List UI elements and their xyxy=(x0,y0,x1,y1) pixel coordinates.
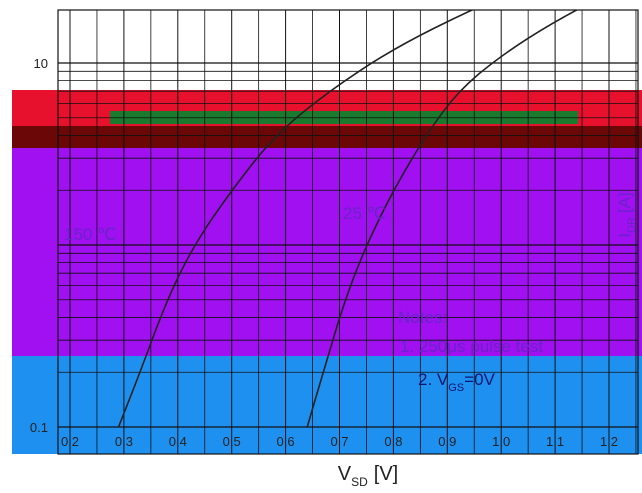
x-tick-label: 0.7 xyxy=(330,434,348,449)
y-axis-label: IDR [A] xyxy=(615,192,638,237)
y-tick-label: 10 xyxy=(34,56,48,71)
note-2-sub: GS xyxy=(448,382,464,394)
band-purple xyxy=(12,148,642,356)
band-darkred xyxy=(12,126,642,148)
note-2-rest: =0V xyxy=(464,370,495,389)
series-line-1 xyxy=(306,10,579,428)
series-line-0 xyxy=(117,10,474,428)
notes-title: Notes: xyxy=(398,308,447,327)
x-tick-label: 0.9 xyxy=(438,434,456,449)
x-tick-label: 0.6 xyxy=(277,434,295,449)
note-2-main: 2. V xyxy=(418,370,449,389)
x-tick-label: 0.5 xyxy=(223,434,241,449)
curves xyxy=(117,10,579,428)
x-axis-label-main: V xyxy=(338,463,352,485)
y-axis-label-unit: [A] xyxy=(615,192,634,213)
x-tick-labels: 0.20.30.40.50.60.70.80.91.01.11.21. xyxy=(61,434,618,449)
x-tick-label: 0.3 xyxy=(115,434,133,449)
y-axis-label-sub: DR xyxy=(626,217,638,233)
x-axis-label-sub: SD xyxy=(351,475,368,489)
x-tick-label: 0.8 xyxy=(384,434,402,449)
plot-frame xyxy=(57,9,639,455)
x-tick-label: 1.1 xyxy=(546,434,564,449)
series-label-150c: 150 ℃ xyxy=(64,225,116,244)
y-tick-labels: 100.1 xyxy=(30,56,48,435)
x-axis-label: VSD [V] xyxy=(338,463,398,489)
x-tick-label: 0.2 xyxy=(61,434,79,449)
y-tick-label: 0.1 xyxy=(30,420,48,435)
grid xyxy=(58,10,638,454)
series-label-25c: 25 ℃ xyxy=(343,204,386,223)
note-1: 1. 250μs pulse test xyxy=(400,337,543,356)
x-tick-label: 1.2 xyxy=(600,434,618,449)
y-axis-label-main: I xyxy=(615,233,634,238)
x-axis-label-unit: [V] xyxy=(374,463,398,485)
x-tick-label: 1.0 xyxy=(492,434,510,449)
note-2: 2. VGS=0V xyxy=(418,370,496,394)
x-tick-label: 0.4 xyxy=(169,434,187,449)
